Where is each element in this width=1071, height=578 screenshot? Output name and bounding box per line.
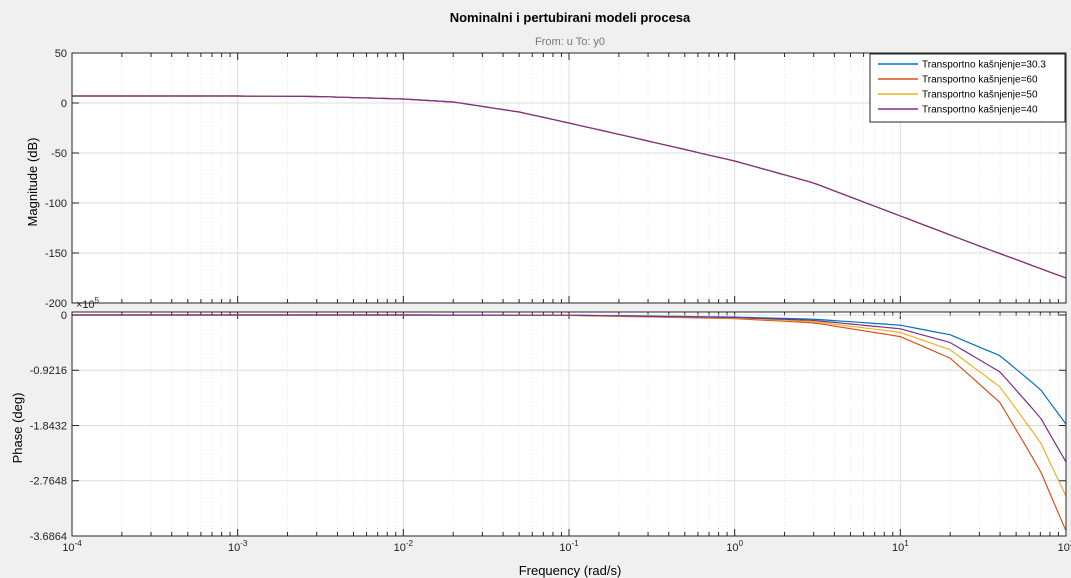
- legend-entry: Transportno kašnjenje=60: [922, 75, 1038, 86]
- x-tick-label: 100: [726, 539, 743, 554]
- chart-title: Nominalni i pertubirani modeli procesa: [450, 10, 691, 25]
- series-line-3: [72, 95, 1067, 279]
- x-axis-label: Frequency (rad/s): [519, 563, 622, 578]
- phase-y-multiplier: ×105: [76, 296, 100, 311]
- magnitude-ylabel: Magnitude (dB): [25, 138, 40, 227]
- x-tick-label: 10-4: [62, 539, 82, 554]
- y-tick-label: -1.8432: [30, 420, 67, 432]
- y-tick-label: -200: [45, 298, 67, 310]
- chart-subtitle: From: u To: y0: [535, 36, 605, 48]
- series-line-3: [72, 314, 1067, 463]
- legend-entry: Transportno kašnjenje=50: [922, 90, 1038, 101]
- x-tick-label: 102: [1058, 539, 1071, 554]
- legend: Transportno kašnjenje=30.3 Transportno ka…: [869, 53, 1066, 123]
- y-tick-label: -2.7648: [30, 476, 67, 488]
- y-tick-label: 50: [55, 48, 67, 60]
- phase-ylabel: Phase (deg): [10, 393, 25, 464]
- x-tick-label: 10-2: [394, 539, 414, 554]
- legend-entry: Transportno kašnjenje=30.3: [922, 60, 1046, 71]
- legend-box: [869, 53, 1066, 123]
- axes-frame: [71, 52, 1067, 304]
- y-tick-label: -50: [51, 148, 67, 160]
- legend-entry: Transportno kašnjenje=40: [922, 105, 1038, 116]
- y-tick-label: -3.6864: [30, 531, 67, 543]
- y-tick-label: 0: [61, 310, 67, 322]
- axes-frame: [71, 311, 1067, 537]
- y-tick-label: -150: [45, 248, 67, 260]
- x-tick-label: 101: [892, 539, 909, 554]
- x-tick-label: 10-1: [559, 539, 579, 554]
- y-tick-label: -0.9216: [30, 365, 67, 377]
- y-tick-label: 0: [61, 98, 67, 110]
- y-tick-label: -100: [45, 198, 67, 210]
- x-tick-label: 10-3: [228, 539, 248, 554]
